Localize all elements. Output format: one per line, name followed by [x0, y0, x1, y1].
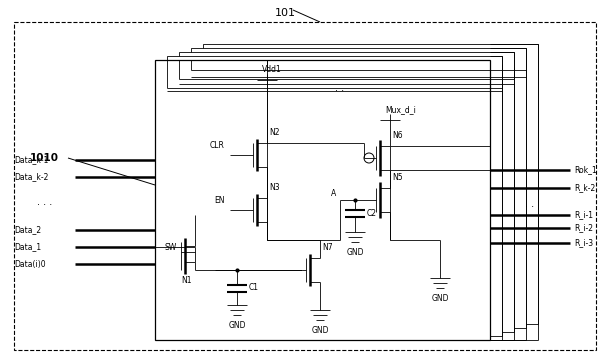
Text: N6: N6 — [392, 131, 402, 140]
Text: R_i-2: R_i-2 — [574, 223, 593, 232]
Text: SW: SW — [165, 243, 177, 252]
Text: R_k-2: R_k-2 — [574, 184, 595, 193]
Text: 1010: 1010 — [30, 153, 59, 163]
Text: GND: GND — [311, 326, 329, 335]
Text: Mux_d_i: Mux_d_i — [385, 105, 416, 114]
Text: . .: . . — [525, 199, 535, 209]
Text: N5: N5 — [392, 173, 402, 182]
Text: N7: N7 — [322, 243, 333, 252]
Text: C1: C1 — [249, 284, 259, 292]
Text: Vdd1: Vdd1 — [262, 65, 282, 74]
Text: CLR: CLR — [210, 141, 225, 150]
Text: . . .: . . . — [38, 197, 53, 207]
Bar — [155, 60, 490, 340]
Text: N2: N2 — [269, 128, 280, 137]
Text: GND: GND — [346, 248, 364, 257]
Text: Data_k-1: Data_k-1 — [14, 155, 48, 164]
Text: N1: N1 — [182, 276, 192, 285]
Bar — [191, 48, 526, 328]
Text: R_i-3: R_i-3 — [574, 238, 593, 247]
Text: Data_1: Data_1 — [14, 242, 41, 252]
Text: C2: C2 — [367, 208, 377, 218]
Text: Data_k-2: Data_k-2 — [14, 173, 48, 182]
Text: GND: GND — [228, 321, 246, 330]
Bar — [179, 52, 514, 332]
Bar — [167, 56, 502, 336]
Text: GND: GND — [431, 294, 449, 303]
Text: 101: 101 — [275, 8, 295, 18]
Text: R_i-1: R_i-1 — [574, 211, 593, 219]
Text: A: A — [331, 189, 336, 198]
Text: EN: EN — [215, 196, 225, 205]
Text: . .: . . — [335, 83, 345, 93]
Text: Data_2: Data_2 — [14, 226, 41, 234]
Text: Rok_1: Rok_1 — [574, 165, 597, 174]
Text: Data(i)0: Data(i)0 — [14, 260, 45, 268]
Bar — [203, 44, 538, 324]
Text: N3: N3 — [269, 183, 280, 192]
